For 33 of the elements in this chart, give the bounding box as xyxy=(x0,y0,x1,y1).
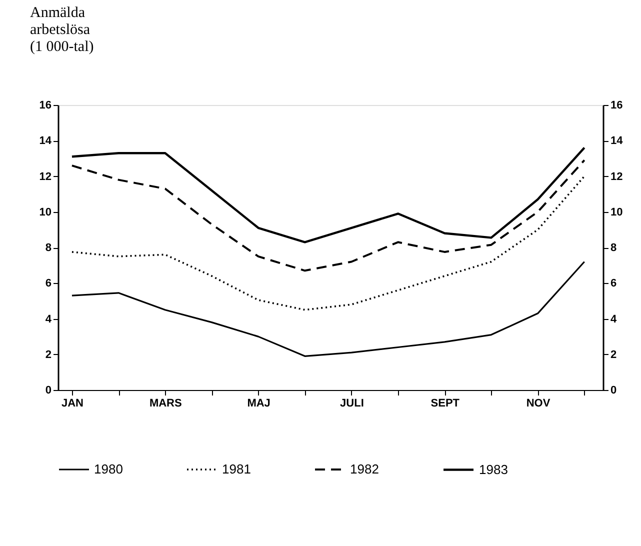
y-axis-title: Anmälda arbetslösa (1 000-tal) xyxy=(30,5,94,55)
line-series xyxy=(70,146,586,244)
y2-tick-label: 16 xyxy=(610,100,623,112)
y-tick-label: 12 xyxy=(39,170,52,183)
y-tick-label: 8 xyxy=(45,242,52,254)
x-tick-label: MAJ xyxy=(247,398,270,410)
y2-tick-label: 6 xyxy=(610,278,617,290)
legend-label: 1983 xyxy=(479,462,508,477)
y2-tick-label: 0 xyxy=(610,384,617,396)
x-tick-label: JULI xyxy=(340,398,364,410)
x-tick-label: MARS xyxy=(149,398,182,410)
line-series xyxy=(71,260,586,357)
x-tick-label: JAN xyxy=(61,398,84,410)
line-series xyxy=(71,175,586,311)
y2-tick-label: 14 xyxy=(610,135,624,148)
legend-label: 1980 xyxy=(94,462,123,476)
y2-tick-label: 4 xyxy=(610,313,618,326)
x-tick-label: NOV xyxy=(526,398,551,410)
y-tick-label: 6 xyxy=(45,278,52,290)
y-tick-label: 4 xyxy=(45,313,52,326)
y2-tick-label: 8 xyxy=(610,242,617,254)
y-tick-label: 14 xyxy=(39,135,52,148)
y-tick-label: 16 xyxy=(39,100,52,112)
y2-tick-label: 10 xyxy=(610,206,623,218)
y2-tick-label: 12 xyxy=(610,170,623,183)
legend-label: 1981 xyxy=(222,462,251,476)
y-tick-label: 2 xyxy=(45,348,52,361)
line-series xyxy=(70,159,586,272)
y2-tick-label: 2 xyxy=(610,348,617,361)
y-tick-label: 0 xyxy=(45,384,52,396)
y-tick-label: 10 xyxy=(39,206,52,218)
x-tick-label: SEPT xyxy=(430,398,460,410)
legend-label: 1982 xyxy=(350,462,379,476)
